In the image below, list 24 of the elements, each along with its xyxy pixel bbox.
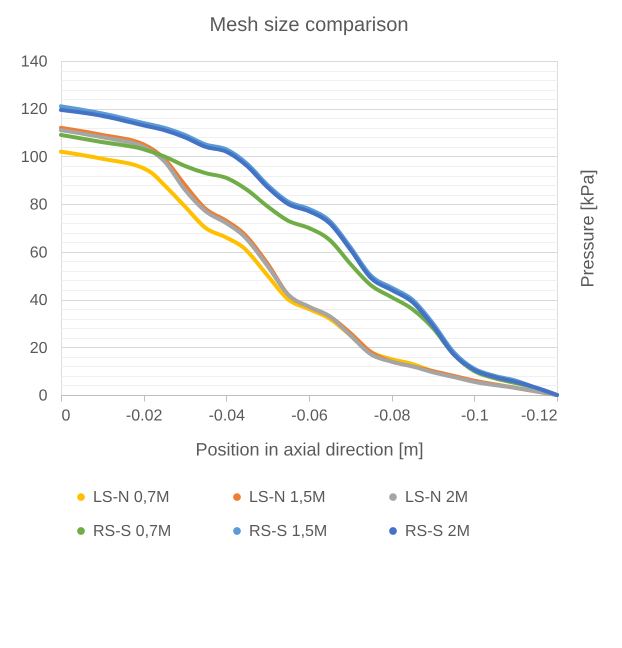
x-tick-label: -0.12: [521, 408, 558, 424]
y-tick-label: 0: [38, 388, 48, 404]
y-tick-label: 40: [30, 292, 48, 310]
legend-label: RS-S 0,7M: [93, 523, 172, 540]
legend-label: LS-N 1,5M: [249, 489, 326, 506]
chart-title: Mesh size comparison: [210, 14, 408, 36]
x-axis-title: Position in axial direction [m]: [195, 440, 424, 460]
x-tick-label: -0.06: [291, 408, 328, 424]
legend-label: LS-N 0,7M: [93, 489, 170, 506]
y-tick-label: 20: [30, 340, 48, 357]
legend-label: RS-S 2M: [405, 523, 470, 540]
x-tick-label: -0.1: [461, 408, 489, 424]
y-tick-label: 140: [20, 54, 48, 70]
legend-label: LS-N 2M: [405, 489, 468, 506]
x-tick-label: 0: [62, 408, 70, 424]
y-tick-label: 80: [30, 196, 48, 214]
x-tick-label: -0.08: [374, 408, 411, 424]
y-axis-title: Pressure [kPa]: [578, 169, 598, 288]
x-tick-label: -0.02: [126, 408, 163, 424]
y-tick-label: 100: [20, 148, 48, 166]
y-tick-label: 60: [30, 244, 48, 262]
legend-label: RS-S 1,5M: [249, 523, 328, 540]
y-tick-label: 120: [20, 101, 48, 118]
x-tick-label: -0.04: [208, 408, 246, 424]
